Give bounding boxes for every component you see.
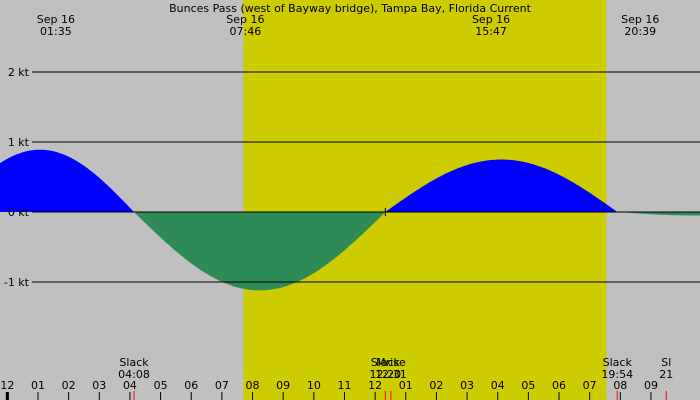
hour-tick-label-11: 09 (276, 379, 290, 392)
event-name-label-6: Sl (661, 356, 671, 369)
ebb-current-area-2 (134, 212, 386, 291)
hour-tick-label-19: 05 (521, 379, 535, 392)
event-time-label-5: 19:54 (601, 368, 633, 381)
top-date-label-4: Sep 16 (621, 13, 659, 26)
top-date-label-2: Sep 16 (226, 13, 264, 26)
hour-tick-label-6: 04 (123, 379, 137, 392)
hour-tick-label-14: 12 (368, 379, 382, 392)
y-tick-label-2kt: 2 kt (8, 66, 30, 79)
hour-tick-label-2: 12 (0, 379, 14, 392)
event-name-label-4: Mrise (376, 356, 406, 369)
flood-current-area-3 (385, 159, 618, 212)
hour-tick-label-7: 05 (154, 379, 168, 392)
hour-tick-label-10: 08 (246, 379, 260, 392)
event-name-label-3: Slack (371, 356, 401, 369)
top-time-label-2: 07:46 (230, 25, 262, 38)
hour-tick-label-21: 07 (583, 379, 597, 392)
event-name-label-2: Slack (119, 356, 149, 369)
hour-tick-label-23: 09 (644, 379, 658, 392)
chart-title: Bunces Pass (west of Bayway bridge), Tam… (169, 2, 531, 15)
hour-tick-label-22: 08 (613, 379, 627, 392)
flood-current-area-1 (0, 149, 134, 212)
event-time-label-2: 04:08 (118, 368, 150, 381)
y-tick-label-0kt: 0 kt (8, 206, 30, 219)
hour-tick-label-4: 02 (62, 379, 76, 392)
event-time-label-4: 12:31 (375, 368, 407, 381)
event-time-label-3: 12:20 (369, 368, 401, 381)
top-date-label-1: Sep 16 (37, 13, 75, 26)
y-tick-label--1kt: -1 kt (4, 276, 30, 289)
hour-tick-label-16: 02 (429, 379, 443, 392)
hour-tick-label-18: 04 (491, 379, 505, 392)
top-time-label-4: 20:39 (624, 25, 656, 38)
ebb-current-area-4 (617, 212, 700, 216)
hour-tick-label-9: 07 (215, 379, 229, 392)
hour-tick-label-15: 01 (399, 379, 413, 392)
hour-tick-label-13: 11 (337, 379, 351, 392)
event-time-label-6: 21 (659, 368, 673, 381)
top-time-label-3: 15:47 (475, 25, 507, 38)
top-time-label-1: 01:35 (40, 25, 72, 38)
y-tick-label-1kt: 1 kt (8, 136, 30, 149)
hour-tick-label-5: 03 (92, 379, 106, 392)
hour-tick-label-17: 03 (460, 379, 474, 392)
hour-tick-label-3: 01 (31, 379, 45, 392)
top-date-label-3: Sep 16 (472, 13, 510, 26)
hour-tick-label-8: 06 (184, 379, 198, 392)
hour-tick-label-20: 06 (552, 379, 566, 392)
event-name-label-5: Slack (603, 356, 633, 369)
hour-tick-label-12: 10 (307, 379, 321, 392)
